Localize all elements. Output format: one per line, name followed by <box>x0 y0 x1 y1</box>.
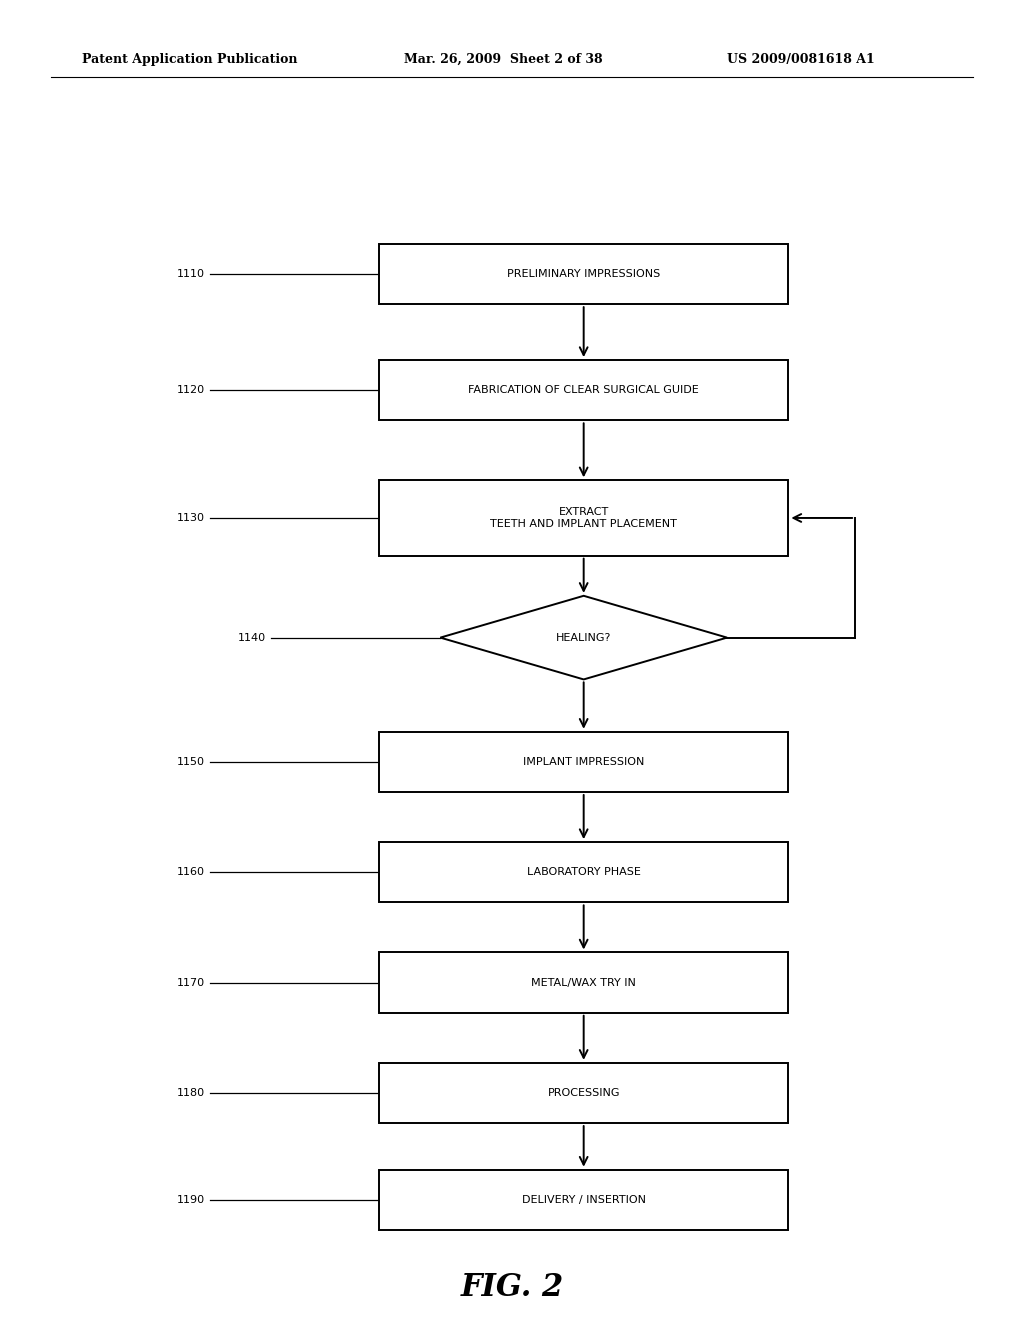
Bar <box>379 731 788 792</box>
Text: PRELIMINARY IMPRESSIONS: PRELIMINARY IMPRESSIONS <box>507 269 660 279</box>
Text: FIG. 2: FIG. 2 <box>461 1271 563 1303</box>
Text: 1150: 1150 <box>177 756 205 767</box>
Text: EXTRACT
TEETH AND IMPLANT PLACEMENT: EXTRACT TEETH AND IMPLANT PLACEMENT <box>490 507 677 529</box>
Text: 1180: 1180 <box>177 1088 205 1098</box>
Bar <box>379 480 788 556</box>
Bar <box>379 244 788 304</box>
Polygon shape <box>440 595 727 680</box>
Text: 1120: 1120 <box>177 385 205 395</box>
Text: LABORATORY PHASE: LABORATORY PHASE <box>526 867 641 878</box>
Text: Patent Application Publication: Patent Application Publication <box>82 53 297 66</box>
Bar <box>379 1170 788 1230</box>
Text: 1140: 1140 <box>239 632 266 643</box>
Text: 1170: 1170 <box>177 978 205 987</box>
Text: IMPLANT IMPRESSION: IMPLANT IMPRESSION <box>523 756 644 767</box>
Text: 1160: 1160 <box>177 867 205 878</box>
Text: HEALING?: HEALING? <box>556 632 611 643</box>
Bar <box>379 1063 788 1123</box>
Text: 1110: 1110 <box>177 269 205 279</box>
Bar <box>379 953 788 1012</box>
Text: METAL/WAX TRY IN: METAL/WAX TRY IN <box>531 978 636 987</box>
Text: 1190: 1190 <box>177 1195 205 1205</box>
Text: US 2009/0081618 A1: US 2009/0081618 A1 <box>727 53 874 66</box>
Text: 1130: 1130 <box>177 513 205 523</box>
Bar <box>379 842 788 903</box>
Bar <box>379 360 788 420</box>
Text: PROCESSING: PROCESSING <box>548 1088 620 1098</box>
Text: FABRICATION OF CLEAR SURGICAL GUIDE: FABRICATION OF CLEAR SURGICAL GUIDE <box>468 385 699 395</box>
Text: DELIVERY / INSERTION: DELIVERY / INSERTION <box>521 1195 646 1205</box>
Text: Mar. 26, 2009  Sheet 2 of 38: Mar. 26, 2009 Sheet 2 of 38 <box>404 53 603 66</box>
